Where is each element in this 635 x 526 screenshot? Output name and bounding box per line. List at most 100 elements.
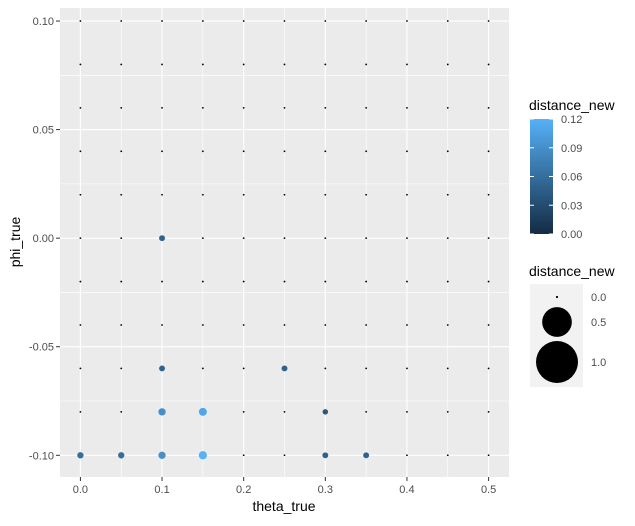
data-point xyxy=(281,365,288,372)
x-tick-label: 0.4 xyxy=(399,484,414,496)
data-points xyxy=(77,20,490,460)
data-point xyxy=(242,63,245,66)
data-point xyxy=(363,452,370,459)
data-point xyxy=(79,280,82,283)
data-point xyxy=(446,324,449,326)
data-point xyxy=(365,237,368,240)
data-point xyxy=(322,452,329,459)
data-point xyxy=(487,63,490,66)
data-point xyxy=(120,324,123,326)
data-point xyxy=(283,20,286,22)
data-point xyxy=(406,367,408,370)
data-point xyxy=(120,410,123,413)
size-key-circle xyxy=(555,295,559,299)
legend-size: distance_new 0.0 0.5 1.0 xyxy=(529,263,616,387)
data-point xyxy=(159,365,166,372)
x-tick-label: 0.3 xyxy=(318,484,333,496)
data-point xyxy=(324,237,327,240)
data-point xyxy=(79,150,82,153)
data-point xyxy=(79,324,82,326)
data-point xyxy=(201,106,204,109)
data-point xyxy=(487,324,490,326)
data-point xyxy=(242,280,245,283)
data-point xyxy=(198,407,207,416)
y-tick-label: 0.10 xyxy=(33,16,54,28)
data-point xyxy=(120,237,123,240)
data-point xyxy=(365,193,368,196)
color-bar-label: 0.03 xyxy=(561,200,582,212)
data-point xyxy=(406,20,408,22)
data-point xyxy=(242,367,245,370)
data-point xyxy=(158,408,166,416)
data-point xyxy=(79,193,82,196)
data-point xyxy=(487,454,490,457)
data-point xyxy=(161,150,163,153)
data-point xyxy=(161,280,163,283)
data-point xyxy=(487,237,490,240)
grid-major xyxy=(60,8,509,477)
x-tick-label: 0.1 xyxy=(154,484,169,496)
data-point xyxy=(201,63,204,66)
data-point xyxy=(161,20,163,22)
data-point xyxy=(487,280,490,283)
data-point xyxy=(283,150,286,153)
legend-color: distance_new 0.00 0.03 0.06 0.09 0.12 xyxy=(529,97,616,241)
data-point xyxy=(406,454,408,457)
data-point xyxy=(118,452,125,459)
data-point xyxy=(406,63,408,66)
data-point xyxy=(242,454,245,457)
data-point xyxy=(283,193,286,196)
size-key-circle xyxy=(542,307,572,337)
size-key-label: 0.0 xyxy=(591,292,606,304)
data-point xyxy=(161,324,163,326)
color-bar xyxy=(530,119,553,234)
data-point xyxy=(242,150,245,153)
data-point xyxy=(283,237,286,240)
data-point xyxy=(406,106,408,109)
size-key-circle xyxy=(536,341,578,383)
data-point xyxy=(446,280,449,283)
data-point xyxy=(324,193,327,196)
data-point xyxy=(201,237,204,240)
data-point xyxy=(79,410,82,413)
data-point xyxy=(242,20,245,22)
data-point xyxy=(324,280,327,283)
data-point xyxy=(406,193,408,196)
data-point xyxy=(406,324,408,326)
y-axis-title: phi_true xyxy=(7,216,23,267)
data-point xyxy=(283,106,286,109)
data-point xyxy=(158,451,166,459)
legend-color-ticks: 0.00 0.03 0.06 0.09 0.12 xyxy=(530,114,582,241)
data-point xyxy=(242,324,245,326)
data-point xyxy=(324,367,327,370)
data-point xyxy=(283,63,286,66)
data-point xyxy=(77,452,84,459)
grid-minor xyxy=(60,8,509,477)
data-point xyxy=(446,454,449,457)
data-point xyxy=(487,20,490,22)
data-point xyxy=(487,193,490,196)
data-point xyxy=(198,451,207,460)
data-point xyxy=(365,20,368,22)
data-point xyxy=(365,63,368,66)
legend-size-keys: 0.0 0.5 1.0 xyxy=(536,292,606,383)
data-point xyxy=(161,193,163,196)
data-point xyxy=(365,367,368,370)
y-tick-label: 0.05 xyxy=(33,125,54,137)
data-point xyxy=(487,150,490,153)
color-bar-label: 0.12 xyxy=(561,114,582,126)
data-point xyxy=(120,193,123,196)
y-tick-label: -0.05 xyxy=(29,342,54,354)
data-point xyxy=(201,20,204,22)
data-point xyxy=(79,63,82,66)
data-point xyxy=(446,63,449,66)
size-key-label: 1.0 xyxy=(591,357,606,369)
color-bar-label: 0.00 xyxy=(561,229,582,241)
data-point xyxy=(161,63,163,66)
data-point xyxy=(201,280,204,283)
data-point xyxy=(365,324,368,326)
data-point xyxy=(324,63,327,66)
data-point xyxy=(324,20,327,22)
data-point xyxy=(446,150,449,153)
